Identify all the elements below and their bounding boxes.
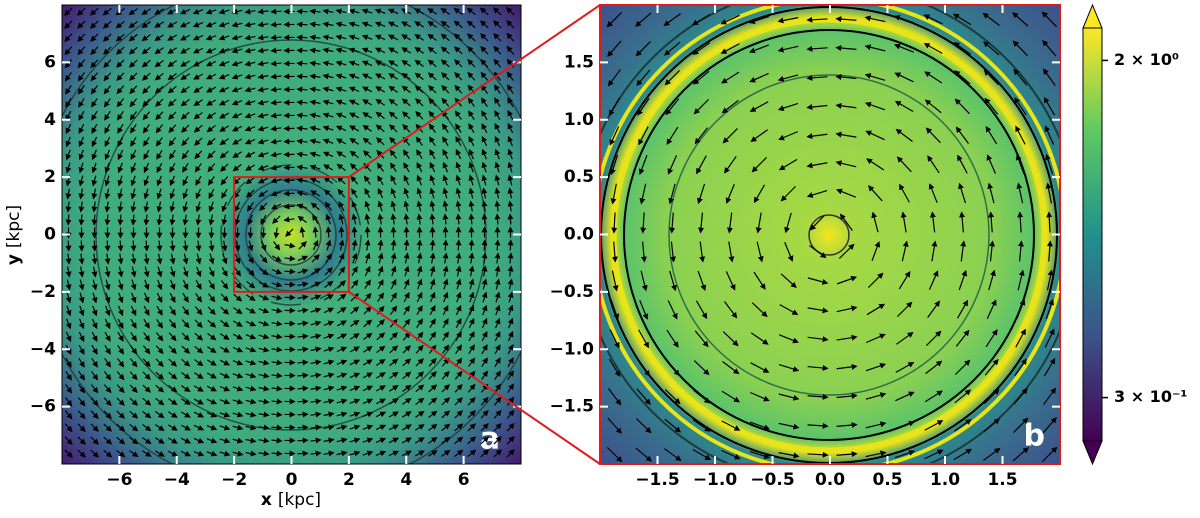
colorbar-tick-label: 3 × 10⁻¹ xyxy=(1114,387,1187,406)
arrow xyxy=(298,375,308,376)
arrow xyxy=(471,215,472,225)
arrow xyxy=(272,50,282,51)
arrow xyxy=(298,102,308,103)
y-tick-label: 6 xyxy=(44,52,56,72)
arrow xyxy=(120,241,121,251)
x-tick-label: 0 xyxy=(286,470,298,490)
arrow xyxy=(107,215,108,225)
x-tick-label: −6 xyxy=(106,470,132,490)
arrow xyxy=(497,215,498,225)
arrow xyxy=(298,37,308,38)
arrow xyxy=(81,215,82,225)
colorbar-tick-label: 2 × 10⁰ xyxy=(1114,50,1179,69)
arrow xyxy=(94,241,95,251)
arrow xyxy=(285,206,295,207)
arrow xyxy=(94,215,95,225)
arrow xyxy=(298,453,308,454)
arrow xyxy=(272,11,282,12)
arrow xyxy=(272,427,282,428)
x-tick-label: −1.5 xyxy=(635,470,679,490)
arrow xyxy=(328,228,329,238)
arrow xyxy=(471,241,472,251)
arrow xyxy=(484,215,485,225)
arrow xyxy=(445,241,446,251)
x-tick-label: 1.0 xyxy=(930,470,960,490)
arrow xyxy=(298,388,308,389)
x-axis-symbol: x xyxy=(261,490,272,510)
arrow xyxy=(432,241,433,251)
x-axis-unit: [kpc] xyxy=(278,490,321,510)
x-tick-label: −0.5 xyxy=(750,470,794,490)
arrow xyxy=(510,241,511,251)
arrow xyxy=(298,63,308,64)
arrow xyxy=(263,228,264,238)
y-axis-label: y [kpc] xyxy=(4,205,24,265)
arrow xyxy=(298,440,308,441)
arrow xyxy=(272,24,282,25)
y-tick-label: −6 xyxy=(30,397,56,417)
x-tick-label: −2 xyxy=(221,470,247,490)
arrow xyxy=(159,241,160,251)
x-tick-label: −1.0 xyxy=(693,470,738,490)
arrow xyxy=(497,241,498,251)
arrow xyxy=(298,362,308,363)
arrow xyxy=(272,440,282,441)
arrow xyxy=(510,215,511,225)
y-tick-label: −1.0 xyxy=(550,339,595,359)
arrow xyxy=(298,24,308,25)
y-tick-label: −4 xyxy=(30,339,56,359)
y-tick-label: 4 xyxy=(44,110,56,130)
x-tick-label: −4 xyxy=(164,470,190,490)
arrow xyxy=(68,215,69,225)
arrow xyxy=(133,241,134,251)
arrow xyxy=(272,414,282,415)
colorbar-fill xyxy=(1083,28,1102,441)
y-tick-label: 0.0 xyxy=(564,225,594,245)
arrow xyxy=(272,453,282,454)
x-tick-label: 4 xyxy=(400,470,412,490)
arrow xyxy=(272,37,282,38)
y-tick-label: 2 xyxy=(44,167,56,187)
x-tick-label: 0.0 xyxy=(815,470,845,490)
x-axis-label: x [kpc] xyxy=(261,490,321,510)
y-axis-unit: [kpc] xyxy=(4,205,24,248)
arrow xyxy=(298,414,308,415)
arrow xyxy=(298,427,308,428)
extend-top xyxy=(1083,5,1102,28)
arrow xyxy=(315,228,316,238)
arrow xyxy=(107,241,108,251)
x-tick-label: 2 xyxy=(343,470,355,490)
density-map xyxy=(62,5,521,464)
y-tick-label: −2 xyxy=(30,282,56,302)
x-tick-label: 6 xyxy=(458,470,470,490)
panel-label: b xyxy=(1024,419,1045,454)
arrow xyxy=(298,89,308,90)
y-tick-label: 1.0 xyxy=(564,110,594,130)
arrow xyxy=(298,401,308,402)
extend-bottom xyxy=(1083,441,1102,464)
arrow xyxy=(285,271,295,272)
arrow xyxy=(458,241,459,251)
y-tick-label: −0.5 xyxy=(550,282,594,302)
arrow xyxy=(146,241,147,251)
x-tick-label: 0.5 xyxy=(872,470,902,490)
y-axis-symbol: y xyxy=(4,254,24,265)
panel-b: b xyxy=(579,0,1079,485)
arrow xyxy=(484,241,485,251)
y-tick-label: 0 xyxy=(44,225,56,245)
arrow xyxy=(419,241,420,251)
arrow xyxy=(298,76,308,77)
y-tick-label: 0.5 xyxy=(564,167,594,187)
arrow xyxy=(81,241,82,251)
y-tick-label: −1.5 xyxy=(550,397,594,417)
x-tick-label: 1.5 xyxy=(987,470,1017,490)
arrow xyxy=(298,50,308,51)
arrow xyxy=(285,258,295,259)
y-tick-label: 1.5 xyxy=(564,52,594,72)
panel-label: a xyxy=(480,422,500,457)
